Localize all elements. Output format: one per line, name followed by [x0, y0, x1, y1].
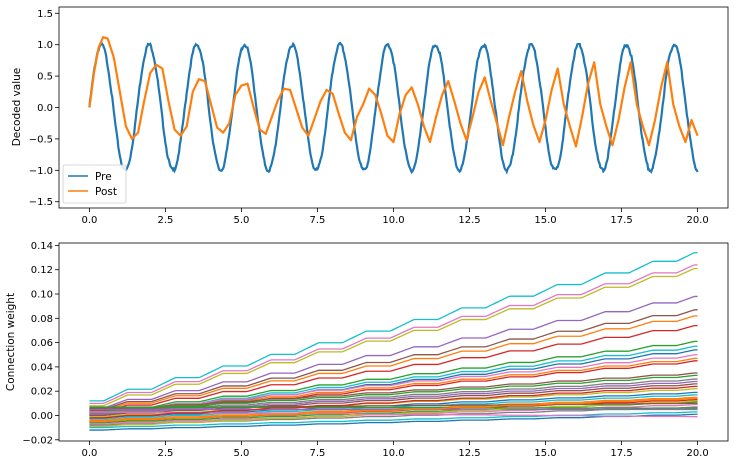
weight-series-line [89, 397, 698, 423]
connection-weight-y-tick-label: 0.02 [31, 387, 53, 398]
weight-series-line [89, 354, 698, 414]
decoded-value-x-tick-label: 10.0 [382, 215, 404, 226]
series-line-post [88, 36, 699, 148]
connection-weight-x-tick-label: 5.0 [234, 448, 250, 459]
decoded-value-y-tick-label: −1.5 [29, 197, 53, 208]
legend-label-pre: Pre [95, 171, 112, 183]
decoded-value-y-tick-label: 1.0 [37, 40, 53, 51]
connection-weight-plot: 0.0 2.5 5.0 7.5 10.0 12.5 15.0 17.5 20.0 −0.02 0.… [5, 241, 729, 459]
weight-series-line [89, 383, 698, 417]
connection-weight-x-tick-label: 2.5 [157, 448, 173, 459]
connection-weight-y-ticks: −0.02 0.00 0.02 0.04 0.06 0.08 0.10 0.12 0.14 [22, 241, 59, 446]
decoded-value-x-ticks: 0.0 2.5 5.0 7.5 10.0 12.5 15.0 17.5 20.0 [81, 208, 709, 226]
legend-box [62, 164, 127, 204]
decoded-value-y-tick-label: 1.5 [37, 9, 53, 20]
legend-label-post: Post [95, 186, 117, 198]
decoded-value-x-tick-label: 15.0 [534, 215, 556, 226]
decoded-value-plot: 0.0 2.5 5.0 7.5 10.0 12.5 15.0 17.5 20.0 −1.5−1.… [11, 6, 729, 226]
connection-weight-plot-area [89, 252, 698, 431]
weight-series-line [89, 267, 698, 407]
legend: Pre Post [62, 164, 127, 204]
decoded-value-y-ticks: −1.5 −1.0 −0.5 0.0 0.5 1.0 1.5 [29, 9, 59, 208]
decoded-value-y-label: Decoded value [11, 68, 23, 147]
weight-series-line [89, 385, 698, 419]
connection-weight-x-tick-label: 12.5 [458, 448, 480, 459]
connection-weight-x-tick-label: 0.0 [81, 448, 97, 459]
weight-series-line [89, 340, 698, 414]
connection-weight-y-tick-label: 0.04 [31, 362, 53, 373]
connection-weight-x-tick-label: 10.0 [382, 448, 404, 459]
decoded-value-plot-area [88, 36, 699, 175]
weight-series-line [89, 295, 698, 409]
connection-weight-y-label: Connection weight [5, 293, 17, 391]
weight-series-line [89, 315, 698, 412]
decoded-value-x-tick-label: 20.0 [686, 215, 708, 226]
decoded-value-x-tick-label: 7.5 [310, 215, 326, 226]
connection-weight-x-tick-label: 7.5 [310, 448, 326, 459]
decoded-value-y-tick-label: −0.5 [29, 134, 53, 145]
weight-series-line [89, 372, 698, 412]
decoded-value-y-tick-label: 0.5 [37, 72, 53, 83]
decoded-value-x-tick-label: 12.5 [458, 215, 480, 226]
weight-series-line [89, 324, 698, 413]
connection-weight-y-tick-label: 0.14 [31, 241, 53, 252]
connection-weight-x-tick-label: 20.0 [686, 448, 708, 459]
weight-series-line [89, 252, 698, 402]
decoded-value-x-tick-label: 0.0 [81, 215, 97, 226]
decoded-value-x-tick-label: 5.0 [234, 215, 250, 226]
connection-weight-x-tick-label: 15.0 [534, 448, 556, 459]
decoded-value-x-tick-label: 17.5 [610, 215, 632, 226]
connection-weight-y-tick-label: 0.10 [31, 290, 53, 301]
decoded-value-y-tick-label: 0.0 [37, 103, 53, 114]
weight-series-line [89, 411, 698, 429]
weight-series-line [89, 264, 698, 404]
weight-series-line [89, 374, 698, 413]
series-line-pre [88, 40, 699, 175]
connection-weight-x-ticks: 0.0 2.5 5.0 7.5 10.0 12.5 15.0 17.5 20.0 [81, 441, 709, 459]
weight-series-line [89, 309, 698, 411]
connection-weight-y-tick-label: 0.12 [31, 265, 53, 276]
connection-weight-y-tick-label: 0.06 [31, 338, 53, 349]
connection-weight-y-tick-label: 0.08 [31, 314, 53, 325]
decoded-value-y-tick-label: −1.0 [29, 166, 53, 177]
connection-weight-y-tick-label: 0.00 [31, 411, 53, 422]
connection-weight-x-tick-label: 17.5 [610, 448, 632, 459]
weight-series-line [89, 413, 698, 431]
decoded-value-x-tick-label: 2.5 [157, 215, 173, 226]
connection-weight-y-tick-label: −0.02 [22, 435, 53, 446]
weight-series-line [89, 406, 698, 409]
